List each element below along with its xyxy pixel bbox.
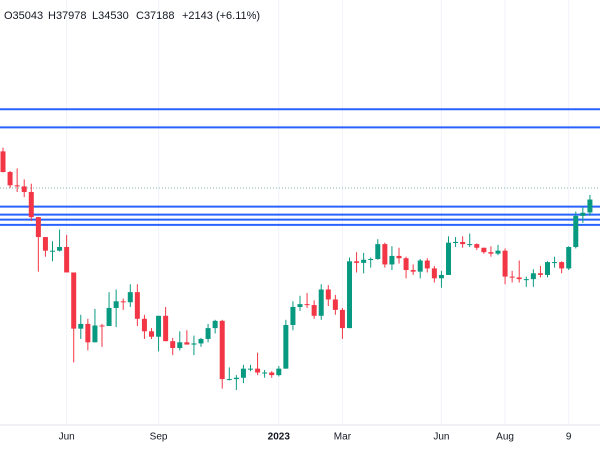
candle-body: [21, 186, 27, 192]
candle-body: [0, 151, 6, 173]
ohlc-low: L34530: [92, 10, 129, 22]
candle-body: [212, 320, 218, 329]
candle-body: [516, 277, 522, 280]
candle-body: [368, 258, 374, 260]
candle-body: [64, 247, 70, 273]
ohlc-change: +2143 (+6.11%): [182, 10, 260, 22]
candle-body: [488, 252, 494, 254]
candle-body: [587, 199, 593, 213]
candle-body: [269, 372, 275, 376]
x-tick-label: Mar: [334, 432, 352, 443]
candle-body: [290, 306, 296, 325]
candle-body: [460, 241, 466, 245]
candle-body: [134, 292, 140, 319]
candle-body: [453, 241, 459, 243]
candle-body: [332, 299, 338, 310]
candle-body: [198, 338, 204, 344]
candle-body: [163, 315, 169, 342]
candle-body: [481, 247, 487, 253]
candle-body: [559, 262, 565, 269]
candle-body: [396, 255, 402, 259]
x-tick-label: Sep: [150, 432, 168, 443]
candle-body: [14, 185, 20, 187]
candle-body: [417, 260, 423, 272]
ohlc-open: O35043: [4, 10, 43, 22]
candle-body: [42, 237, 48, 251]
candle-body: [141, 318, 147, 332]
candle-body: [403, 258, 409, 271]
candle-body: [530, 273, 536, 280]
candle-body: [566, 247, 572, 269]
candle-body: [226, 379, 232, 381]
candle-body: [304, 304, 310, 306]
candle-body: [177, 342, 183, 349]
candle-body: [495, 250, 501, 254]
candle-body: [537, 273, 543, 275]
candle-body: [240, 368, 246, 378]
candle-body: [205, 328, 211, 339]
candle-body: [255, 368, 261, 373]
x-tick-label: Aug: [496, 432, 514, 443]
candle-body: [573, 215, 579, 248]
ohlc-high: H37978: [48, 10, 87, 22]
candle-body: [120, 301, 126, 303]
candle-body: [325, 289, 331, 300]
candle-body: [474, 244, 480, 248]
candle-body: [283, 324, 289, 369]
candle-body: [28, 191, 34, 218]
candle-body: [509, 276, 515, 278]
candle-body: [78, 323, 84, 329]
candle-body: [297, 304, 303, 307]
candle-body: [184, 342, 190, 345]
candle-body: [85, 323, 91, 343]
candle-body: [467, 244, 473, 246]
candle-body: [233, 377, 239, 380]
candle-body: [113, 301, 119, 308]
candle-body: [92, 325, 98, 343]
candle-body: [262, 372, 268, 374]
candle-body: [446, 242, 451, 275]
candle-body: [375, 244, 381, 259]
candle-body: [361, 259, 367, 263]
candle-body: [219, 320, 225, 380]
candle-body: [35, 217, 41, 238]
candle-body: [156, 315, 162, 337]
candle-body: [523, 279, 529, 281]
candle-body: [248, 368, 253, 370]
candle-body: [7, 172, 13, 186]
candle-body: [438, 274, 444, 279]
candle-body: [50, 250, 55, 252]
candle-body: [580, 212, 586, 216]
candle-body: [106, 307, 112, 327]
candle-body: [149, 331, 154, 337]
ohlc-close: C37188: [136, 10, 175, 22]
candle-body: [347, 261, 352, 329]
candle-body: [431, 268, 437, 279]
candle-body: [389, 255, 395, 265]
candle-body: [127, 292, 133, 303]
candle-body: [410, 270, 416, 272]
candle-body: [339, 309, 345, 329]
candle-body: [354, 261, 360, 263]
candle-body: [424, 260, 430, 269]
candle-body: [311, 305, 317, 316]
candle-body: [276, 368, 282, 376]
x-tick-label: Jun: [59, 432, 75, 443]
candle-body: [545, 262, 550, 275]
candle-body: [382, 244, 388, 265]
x-tick-label: 2023: [268, 432, 291, 443]
candle-body: [71, 272, 77, 329]
candle-body: [191, 343, 197, 345]
candle-body: [170, 341, 176, 349]
candle-body: [318, 289, 324, 316]
x-tick-label: Jun: [433, 432, 449, 443]
candle-body: [552, 262, 558, 264]
candle-body: [99, 325, 105, 327]
candle-body: [502, 250, 508, 277]
candle-body: [57, 247, 63, 251]
x-tick-label: 9: [566, 432, 572, 443]
